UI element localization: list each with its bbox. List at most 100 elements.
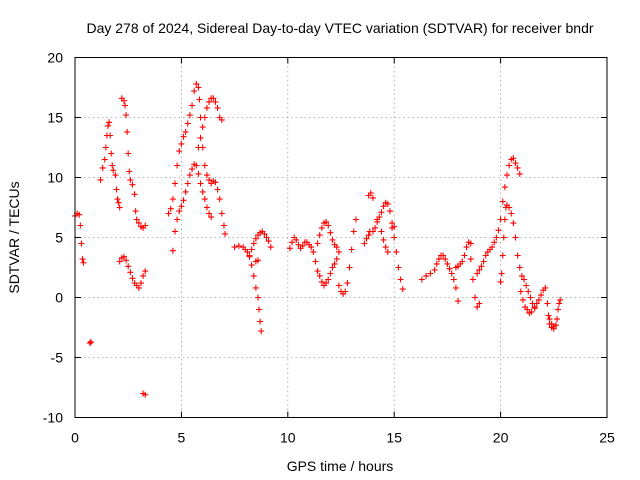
data-point [369,194,376,201]
data-point [246,252,253,259]
data-point [331,260,338,267]
data-point [125,263,132,270]
data-point [463,244,470,251]
data-point [178,140,185,147]
data-point [263,234,270,241]
data-point [129,275,136,282]
chart-title: Day 278 of 2024, Sidereal Day-to-day VTE… [86,20,593,36]
data-point [208,214,215,221]
data-point [79,256,86,263]
data-point [333,256,340,263]
data-point [346,264,353,271]
data-point [310,248,317,255]
data-point [131,191,138,198]
data-point [542,284,549,291]
data-point [201,114,208,121]
data-point [384,248,391,255]
data-point [557,296,564,303]
data-point [255,257,262,264]
data-point [455,298,462,305]
data-point [127,176,134,183]
data-point [480,258,487,265]
data-point [491,239,498,246]
data-point [250,240,257,247]
data-point [335,282,342,289]
data-point [535,296,542,303]
data-point [248,262,255,269]
data-point [258,328,265,335]
data-point [316,272,323,279]
data-point [195,170,202,177]
data-point [191,88,198,95]
data-point [516,170,523,177]
data-point [384,200,391,207]
data-point [293,236,300,243]
data-point [523,282,530,289]
data-point [323,218,330,225]
data-point [206,98,213,105]
data-point [182,128,189,135]
data-point [489,244,496,251]
data-point [374,216,381,223]
data-point [448,270,455,277]
data-point [201,196,208,203]
data-point [218,210,225,217]
data-point [142,268,149,275]
x-tick-label: 20 [493,430,509,446]
data-point [186,112,193,119]
data-point [115,199,122,206]
data-point [512,234,519,241]
data-point [267,244,274,251]
data-point [167,205,174,212]
data-point [312,258,319,265]
data-point [327,229,334,236]
data-point [478,263,485,270]
data-point [184,180,191,187]
data-point [514,252,521,259]
data-point [124,128,131,135]
data-point [109,162,116,169]
data-point [195,84,202,91]
data-point [399,286,406,293]
data-point [459,258,466,265]
data-point [514,164,521,171]
data-point [365,232,372,239]
y-tick-label: 20 [47,50,63,66]
data-point [210,95,217,102]
data-point [521,276,528,283]
data-point [135,220,142,227]
data-point [180,133,187,140]
data-point [126,168,133,175]
data-point [235,242,242,249]
data-point [500,234,507,241]
data-point [467,240,474,247]
data-point [137,280,144,287]
data-point [431,266,438,273]
data-point [106,119,113,126]
data-point [101,156,108,163]
data-point [367,190,374,197]
data-point [533,300,540,307]
y-tick-label: 10 [47,170,63,186]
data-point [323,280,330,287]
data-point [129,181,136,188]
x-tick-label: 15 [386,430,402,446]
data-point [342,288,349,295]
data-point [114,196,121,203]
data-point [555,306,562,313]
data-point [216,196,223,203]
data-point [369,228,376,235]
data-point [531,304,538,311]
data-point [344,280,351,287]
data-point [314,268,321,275]
data-point [386,208,393,215]
data-point [265,238,272,245]
data-point [248,246,255,253]
x-tick-label: 5 [178,430,186,446]
data-point [378,228,385,235]
data-point [289,239,296,246]
data-point [199,124,206,131]
y-tick-label: 5 [55,230,63,246]
data-point [222,230,229,237]
